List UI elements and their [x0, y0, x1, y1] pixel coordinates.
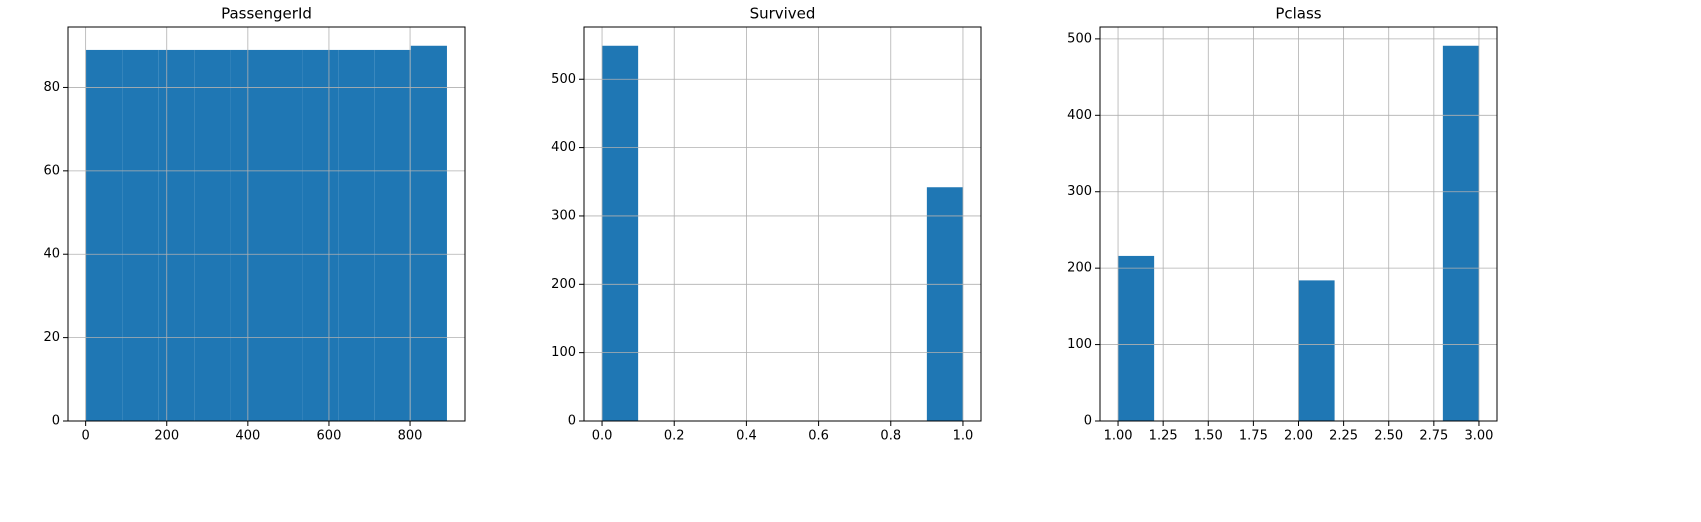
y-tick-label: 300 — [1067, 184, 1092, 199]
y-tick-label: 400 — [1067, 108, 1092, 123]
x-tick-label: 2.00 — [1284, 429, 1313, 444]
bar — [122, 49, 159, 422]
bar — [374, 49, 411, 422]
chart-title: PassengerId — [221, 5, 312, 23]
chart-title: Pclass — [1275, 5, 1321, 23]
y-tick-label: 200 — [1067, 261, 1092, 276]
x-tick-label: 0.2 — [664, 429, 685, 444]
y-tick-label: 0 — [52, 414, 60, 429]
bar — [1118, 255, 1155, 421]
bar — [194, 49, 231, 422]
y-tick-label: 300 — [551, 208, 576, 223]
x-tick-label: 3.00 — [1464, 429, 1493, 444]
bar — [926, 187, 963, 421]
x-tick-label: 2.25 — [1329, 429, 1358, 444]
bar — [1442, 45, 1479, 422]
x-tick-label: 1.0 — [953, 429, 974, 444]
y-tick-label: 0 — [1084, 414, 1092, 429]
bar — [230, 49, 267, 422]
x-tick-label: 0.0 — [592, 429, 613, 444]
bar — [338, 49, 375, 422]
y-tick-label: 100 — [1067, 337, 1092, 352]
y-tick-label: 400 — [551, 140, 576, 155]
bar — [302, 49, 339, 422]
x-tick-label: 1.00 — [1104, 429, 1133, 444]
y-tick-label: 500 — [551, 72, 576, 87]
x-tick-label: 1.75 — [1239, 429, 1268, 444]
chart-title: Survived — [750, 5, 816, 23]
x-tick-label: 0.8 — [880, 429, 901, 444]
x-tick-label: 1.25 — [1149, 429, 1178, 444]
bar — [86, 49, 123, 422]
x-tick-label: 0.4 — [736, 429, 757, 444]
x-tick-label: 200 — [154, 429, 179, 444]
y-tick-label: 40 — [43, 247, 60, 262]
x-tick-label: 0 — [81, 429, 89, 444]
axes-frame — [1099, 26, 1498, 422]
x-tick-label: 2.75 — [1419, 429, 1448, 444]
axes-frame — [67, 26, 466, 422]
x-tick-label: 2.50 — [1374, 429, 1403, 444]
axes-frame — [583, 26, 982, 422]
x-tick-label: 400 — [235, 429, 260, 444]
x-tick-label: 1.50 — [1194, 429, 1223, 444]
y-tick-label: 100 — [551, 345, 576, 360]
x-tick-label: 800 — [398, 429, 423, 444]
x-tick-label: 600 — [317, 429, 342, 444]
bar — [158, 49, 195, 422]
y-tick-label: 80 — [43, 80, 60, 95]
bar — [602, 45, 639, 422]
y-tick-label: 0 — [568, 414, 576, 429]
y-tick-label: 200 — [551, 277, 576, 292]
y-tick-label: 60 — [43, 163, 60, 178]
y-tick-label: 500 — [1067, 31, 1092, 46]
y-tick-label: 20 — [43, 330, 60, 345]
x-tick-label: 0.6 — [808, 429, 829, 444]
bar — [1298, 280, 1335, 421]
bar — [266, 49, 303, 422]
bar — [410, 45, 447, 422]
